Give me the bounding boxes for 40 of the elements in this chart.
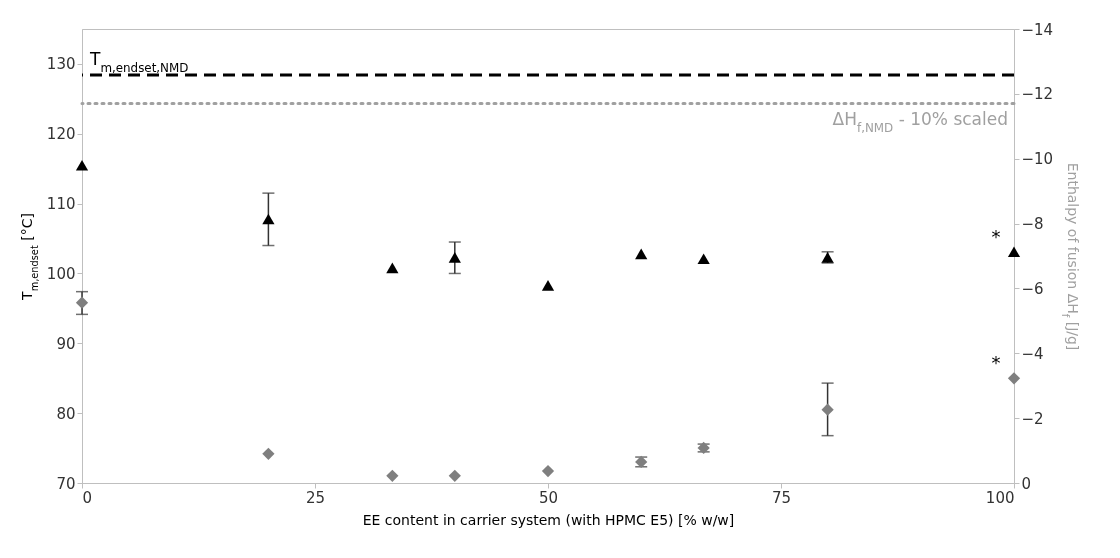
y2-tick-label: −12 [1021, 85, 1054, 104]
y2-tick-label: −4 [1021, 344, 1044, 363]
y2-tick-label: −10 [1021, 150, 1054, 169]
y-tick-label: 110 [46, 195, 76, 214]
point [448, 469, 461, 482]
ref-line-label: T$_{m,endset,NMD}$ [89, 49, 189, 76]
point [75, 296, 89, 309]
y-tick-label: 90 [56, 334, 76, 353]
x-tick-label: 50 [538, 488, 559, 507]
y2-tick-label: 0 [1021, 474, 1032, 493]
y-tick-label: 120 [46, 125, 76, 144]
x-axis-title: EE content in carrier system (with HPMC E5) [% w/w] [362, 511, 735, 528]
y2-tick-label: −2 [1021, 409, 1044, 428]
point [821, 403, 834, 416]
point [541, 280, 555, 291]
y2-tick-label: −8 [1021, 215, 1044, 234]
point [386, 262, 399, 274]
point [262, 213, 275, 225]
x-tick-label: 0 [82, 488, 93, 507]
point [697, 253, 710, 265]
y-tick-label: 130 [46, 55, 76, 74]
point [448, 252, 461, 263]
point [635, 248, 648, 260]
point [541, 464, 555, 478]
y-tick-label: 100 [46, 264, 76, 283]
y-tick-label: 80 [56, 404, 76, 423]
annotation: * [991, 352, 1001, 374]
x-tick-label: 25 [305, 488, 326, 507]
y2-tick-label: −14 [1021, 20, 1054, 39]
point [262, 447, 275, 460]
point [1007, 372, 1021, 385]
annotation: * [991, 225, 1001, 247]
point [386, 469, 399, 482]
point [75, 159, 89, 171]
point [1007, 246, 1021, 258]
y2-tick-label: −6 [1021, 279, 1044, 298]
ref-line-label: ΔH$_{f,NMD}$ - 10% scaled [832, 108, 1008, 135]
x-tick-label: 75 [771, 488, 792, 507]
x-tick-label: 100 [985, 488, 1015, 507]
y-tick-label: 70 [56, 474, 76, 493]
